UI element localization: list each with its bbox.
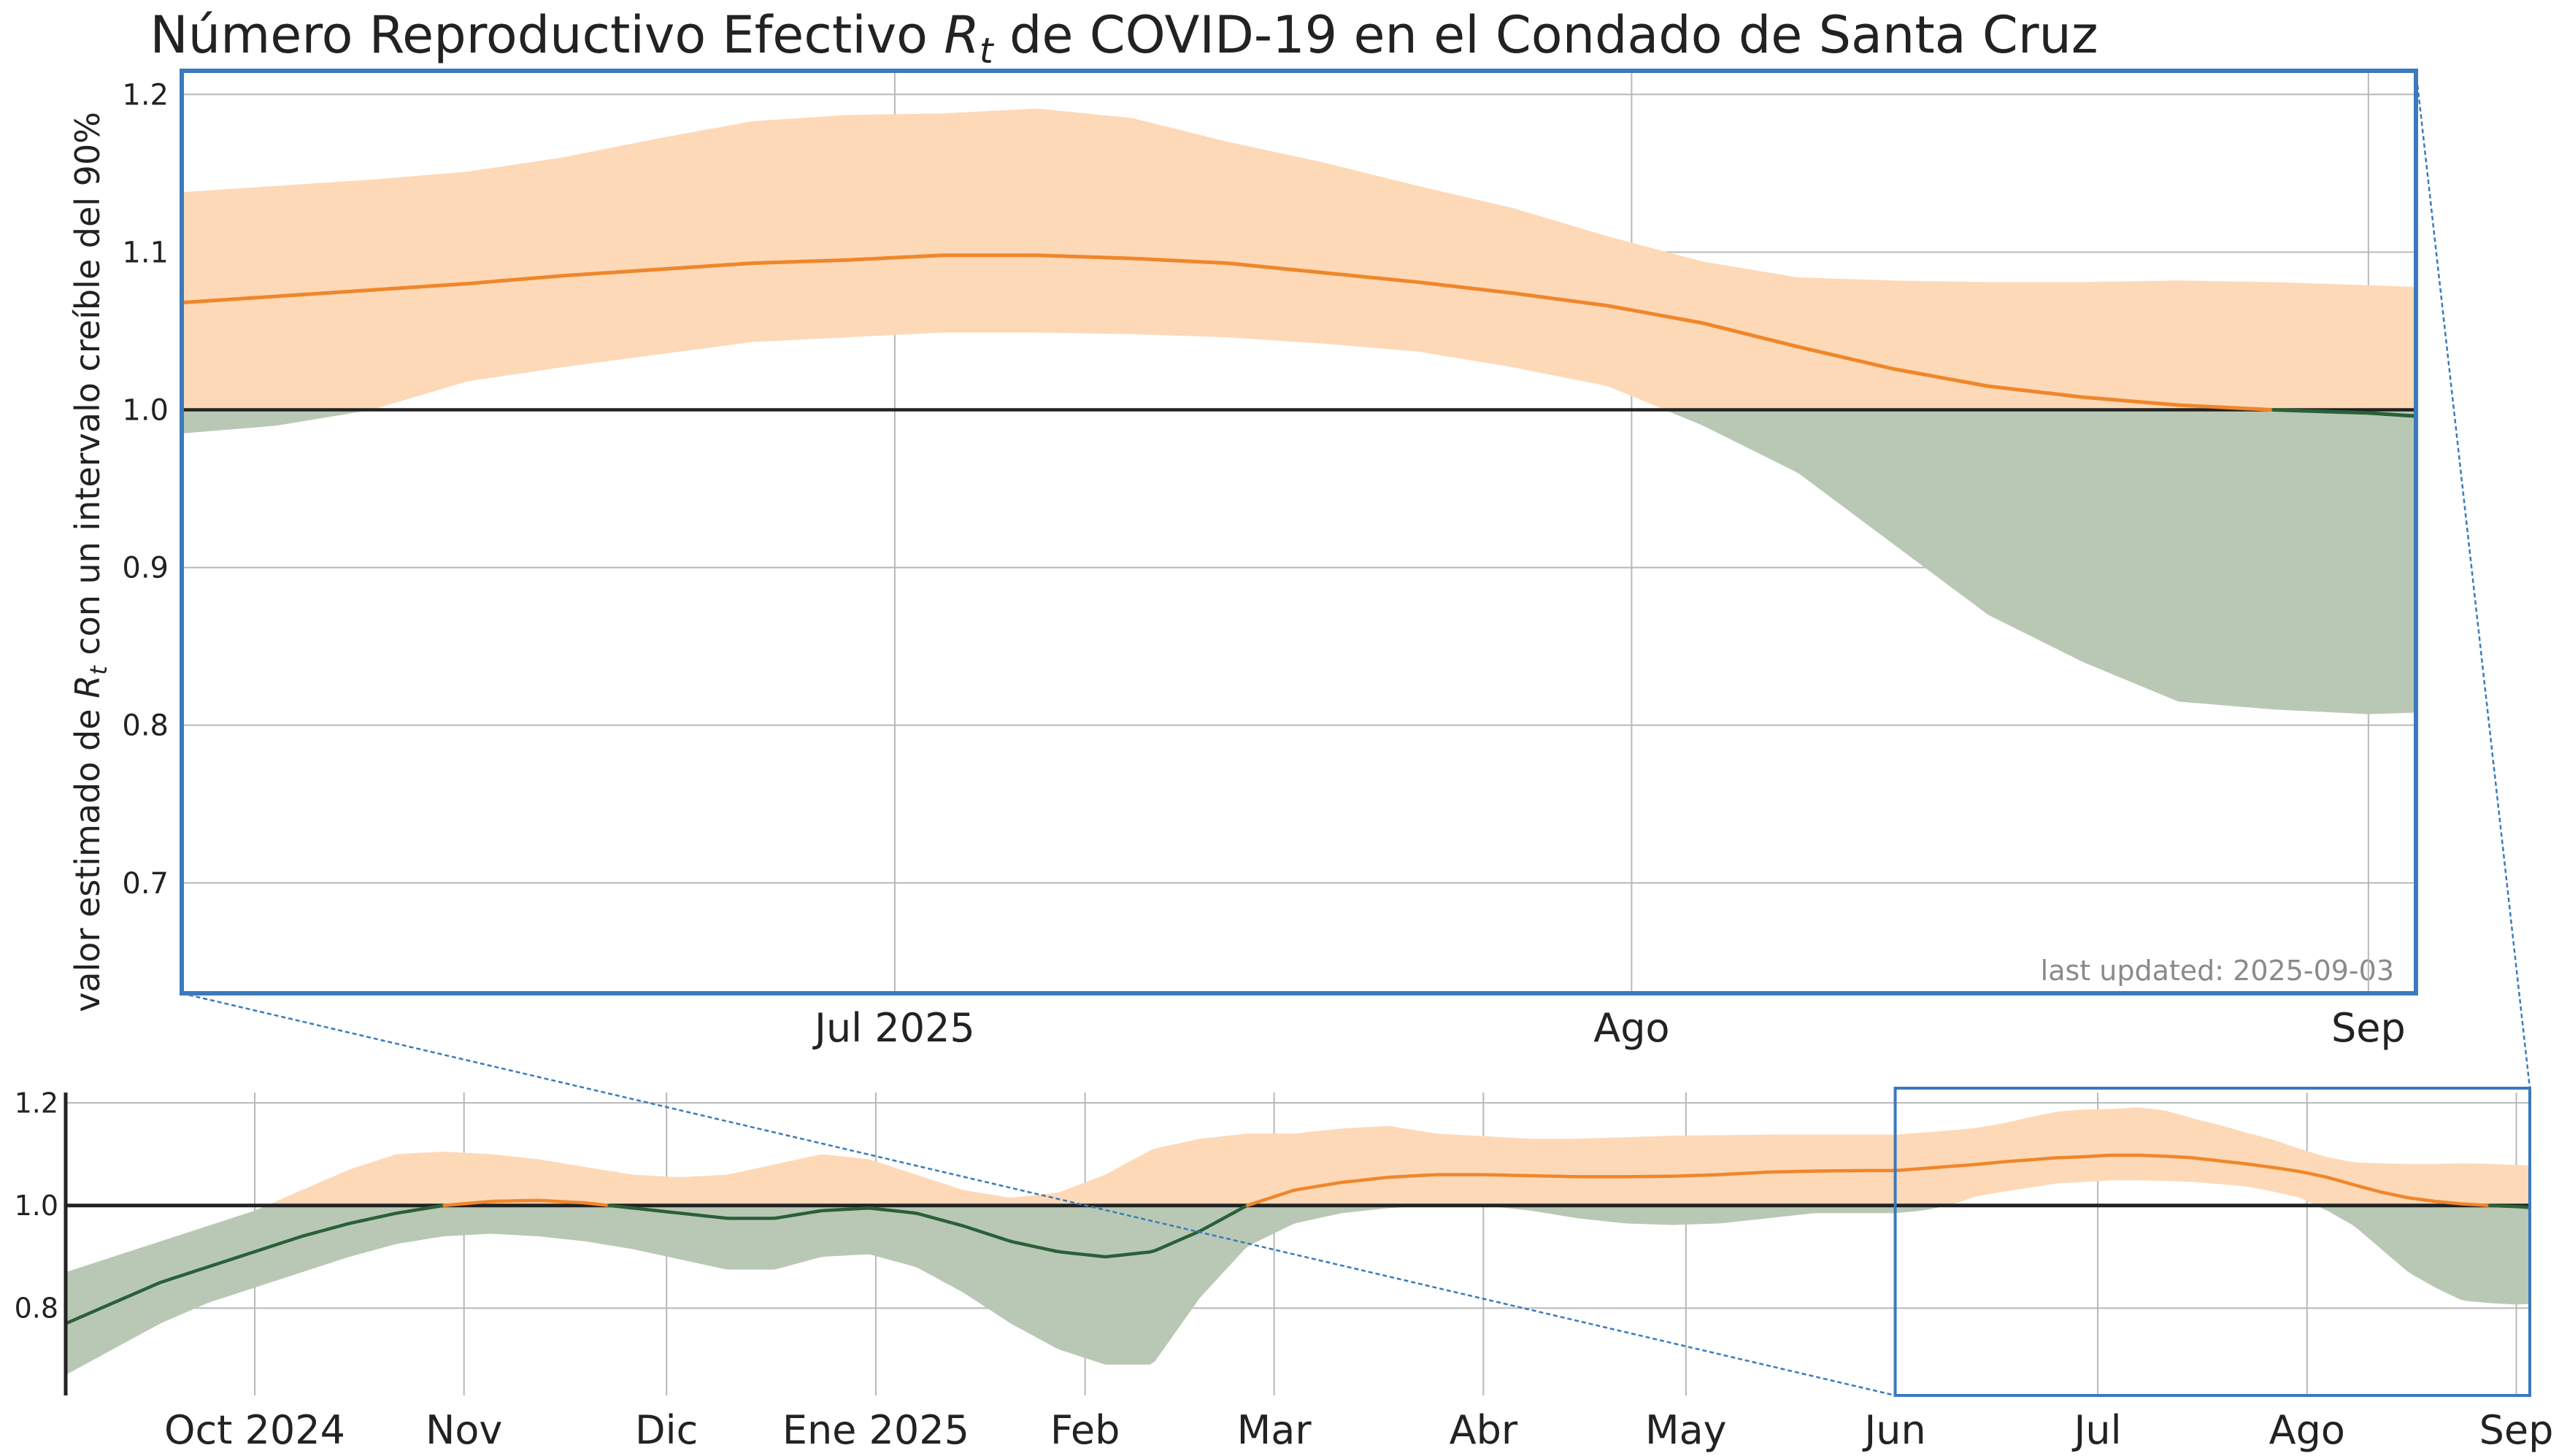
main-bands [182,109,2416,714]
title-subscript: t [980,31,995,72]
title-rest: de COVID-19 en el Condado de Santa Cruz [993,5,2098,65]
main-ytick-label-1.0: 1.0 [122,394,169,428]
zoom-window-frame [1893,1087,2532,1397]
zoom-connector-left [181,992,1896,1397]
ylabel-start: valor estimado de [68,698,107,1012]
title-main: Número Reproductivo Efectivo [150,5,944,65]
ylabel-end: con un intervalo creíble del 90% [68,112,107,666]
overview-credible-band-below [66,1205,2530,1375]
overview-bands [66,1107,2530,1375]
main-panel: 0.7 0.8 0.9 1.0 1.1 1.2 Jul 2025 Ago Sep [122,69,2418,1051]
zoom-connectors [181,70,2531,1397]
overview-xtick-label-11: Sep [2479,1407,2554,1453]
zoom-connector-right [2414,70,2531,1089]
overview-ytick-label-1.2: 1.2 [15,1087,58,1119]
overview-xtick-label-0: Oct 2024 [164,1407,345,1453]
main-panel-frame [180,69,2418,995]
last-updated-annotation: last updated: 2025-09-03 [2041,955,2394,987]
overview-xtick-label-10: Ago [2269,1407,2345,1453]
overview-panel: 0.8 1.0 1.2 Oct 2024 Nov Dic Ene 2025 Feb Mar Abr… [15,1087,2554,1453]
overview-xtick-label-4: Feb [1050,1407,1120,1453]
overview-rt-median-line-3 [1245,1153,2492,1207]
overview-xtick-label-8: Jun [1862,1407,1925,1453]
main-ytick-label-0.9: 0.9 [122,552,169,585]
main-rt-median-line-0 [182,253,2276,412]
ylabel-subscript: t [85,665,112,675]
main-ytick-label-1.2: 1.2 [122,78,169,112]
main-ytick-label-0.8: 0.8 [122,709,169,743]
main-ytick-label-1.1: 1.1 [122,236,169,269]
overview-credible-band-above [66,1107,2530,1206]
main-median-lines [182,253,2416,418]
overview-xtick-label-6: Abr [1450,1407,1518,1453]
main-credible-band-below [182,409,2416,714]
overview-ytick-label-0.8: 0.8 [15,1293,58,1325]
overview-median-lines [66,1153,2530,1325]
overview-xtick-label-3: Ene 2025 [782,1407,969,1453]
chart-title: Número Reproductivo Efectivo Rt de COVID… [150,5,2098,72]
overview-xtick-label-1: Nov [426,1407,502,1453]
overview-xtick-label-5: Mar [1237,1407,1312,1453]
overview-rt-median-line-2 [607,1203,1250,1259]
overview-xtick-label-9: Jul [2071,1407,2121,1453]
title-symbol: R [944,5,980,65]
main-credible-band-above [182,109,2416,410]
overview-rt-median-line-1 [442,1198,611,1207]
overview-xtick-label-7: May [1645,1407,1727,1453]
overview-rt-median-line-4 [2487,1203,2530,1209]
overview-rt-median-line-0 [66,1203,446,1325]
overview-ytick-label-1.0: 1.0 [15,1190,58,1222]
y-axis-label: valor estimado de Rt con un intervalo cr… [68,112,112,1012]
main-xtick-label-2: Sep [2331,1005,2406,1051]
overview-xtick-label-2: Dic [635,1407,698,1453]
main-xtick-label-1: Ago [1593,1005,1669,1051]
ylabel-symbol: R [68,675,107,698]
main-xtick-label-0: Jul 2025 [812,1005,975,1051]
main-ytick-label-0.7: 0.7 [122,867,169,901]
main-rt-median-line-1 [2271,408,2416,418]
